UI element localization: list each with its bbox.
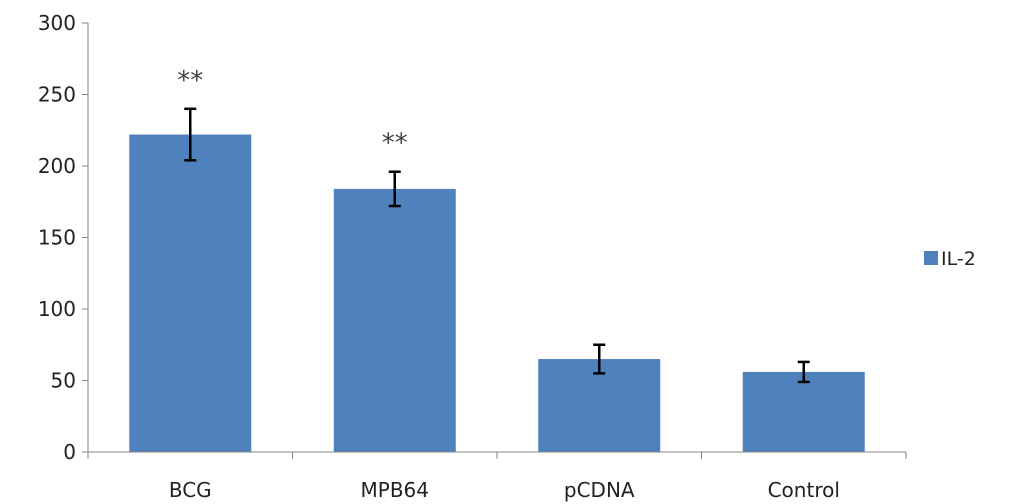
error-bars-layer xyxy=(184,107,810,384)
error-bar-control xyxy=(797,360,810,384)
x-tick-label-control: Control xyxy=(768,478,840,502)
significance-layer: ** ** xyxy=(177,66,408,159)
y-tick-label-200: 200 xyxy=(38,154,76,178)
y-tick-label-50: 50 xyxy=(51,369,76,393)
y-tick-label-0: 0 xyxy=(63,440,76,464)
y-tick-label-100: 100 xyxy=(38,297,76,321)
y-tick-label-250: 250 xyxy=(38,83,76,107)
y-tick-label-300: 300 xyxy=(38,11,76,35)
legend: IL-2 xyxy=(924,248,976,270)
x-axis-ticks: BCG MPB64 pCDNA Control xyxy=(169,478,840,502)
legend-swatch-il-2 xyxy=(924,251,938,265)
error-bar-mpb64 xyxy=(388,170,401,208)
x-tick-label-mpb64: MPB64 xyxy=(361,478,430,502)
error-bar-pcdna xyxy=(593,343,606,375)
x-tick-label-bcg: BCG xyxy=(169,478,212,502)
bars-layer xyxy=(129,134,865,453)
bar-mpb64 xyxy=(333,188,456,452)
bar-control xyxy=(742,371,865,452)
x-tick-label-pcdna: pCDNA xyxy=(564,478,635,502)
significance-label-mpb64: ** xyxy=(382,129,408,159)
y-axis-ticks: 0 50 100 150 200 250 300 xyxy=(38,11,88,464)
error-bar-bcg xyxy=(184,107,197,162)
significance-label-bcg: ** xyxy=(177,66,203,96)
axes-layer xyxy=(87,23,907,459)
legend-label-il-2: IL-2 xyxy=(941,248,976,270)
y-tick-label-150: 150 xyxy=(38,226,76,250)
bar-bcg xyxy=(129,134,252,453)
